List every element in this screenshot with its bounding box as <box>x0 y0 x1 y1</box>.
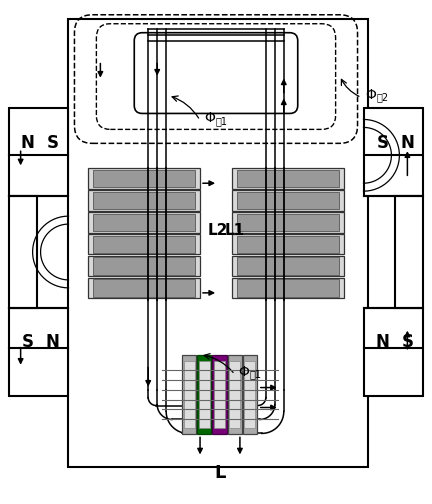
Bar <box>89 278 200 298</box>
Text: N: N <box>375 333 389 351</box>
Bar <box>89 234 200 255</box>
Bar <box>199 361 210 428</box>
Bar <box>93 258 195 275</box>
Bar <box>244 361 255 428</box>
Bar <box>232 234 343 255</box>
Bar <box>213 355 226 434</box>
Bar <box>93 235 195 253</box>
Text: S: S <box>401 333 413 351</box>
Text: S: S <box>47 135 58 152</box>
Bar <box>229 361 240 428</box>
Text: N: N <box>400 135 414 152</box>
Bar <box>93 279 195 297</box>
Text: L1: L1 <box>225 223 245 237</box>
Text: $\Phi$: $\Phi$ <box>365 88 377 101</box>
Bar <box>197 355 211 434</box>
Bar <box>9 108 69 196</box>
Text: S: S <box>376 135 388 152</box>
Text: 永1: 永1 <box>216 116 228 127</box>
Bar <box>93 170 195 187</box>
Text: $\Phi$: $\Phi$ <box>238 364 250 379</box>
Bar <box>89 256 200 276</box>
Bar <box>243 355 257 434</box>
Text: N: N <box>46 333 60 351</box>
Bar <box>395 196 423 308</box>
Bar <box>237 279 339 297</box>
Bar <box>232 256 343 276</box>
Bar <box>237 214 339 231</box>
Bar <box>237 192 339 209</box>
Bar <box>237 235 339 253</box>
Bar <box>228 355 242 434</box>
Bar <box>363 308 423 396</box>
Text: $\Phi$: $\Phi$ <box>204 111 216 125</box>
Bar <box>184 361 195 428</box>
Bar <box>214 361 225 428</box>
Text: 永2: 永2 <box>376 93 389 102</box>
Bar <box>182 355 196 434</box>
Text: N: N <box>21 135 35 152</box>
Bar <box>89 212 200 232</box>
Bar <box>232 168 343 188</box>
Bar <box>89 190 200 211</box>
Bar <box>232 212 343 232</box>
Bar <box>9 196 37 308</box>
Bar <box>232 278 343 298</box>
Text: S: S <box>22 333 34 351</box>
Text: 助1: 助1 <box>250 369 262 380</box>
Bar <box>89 168 200 188</box>
Bar <box>93 214 195 231</box>
Bar <box>232 190 343 211</box>
Text: L2: L2 <box>208 223 228 237</box>
Bar <box>237 258 339 275</box>
Bar <box>69 19 368 467</box>
Bar <box>237 170 339 187</box>
Bar <box>363 108 423 196</box>
Text: L: L <box>214 464 226 482</box>
Bar <box>9 308 69 396</box>
Bar <box>93 192 195 209</box>
